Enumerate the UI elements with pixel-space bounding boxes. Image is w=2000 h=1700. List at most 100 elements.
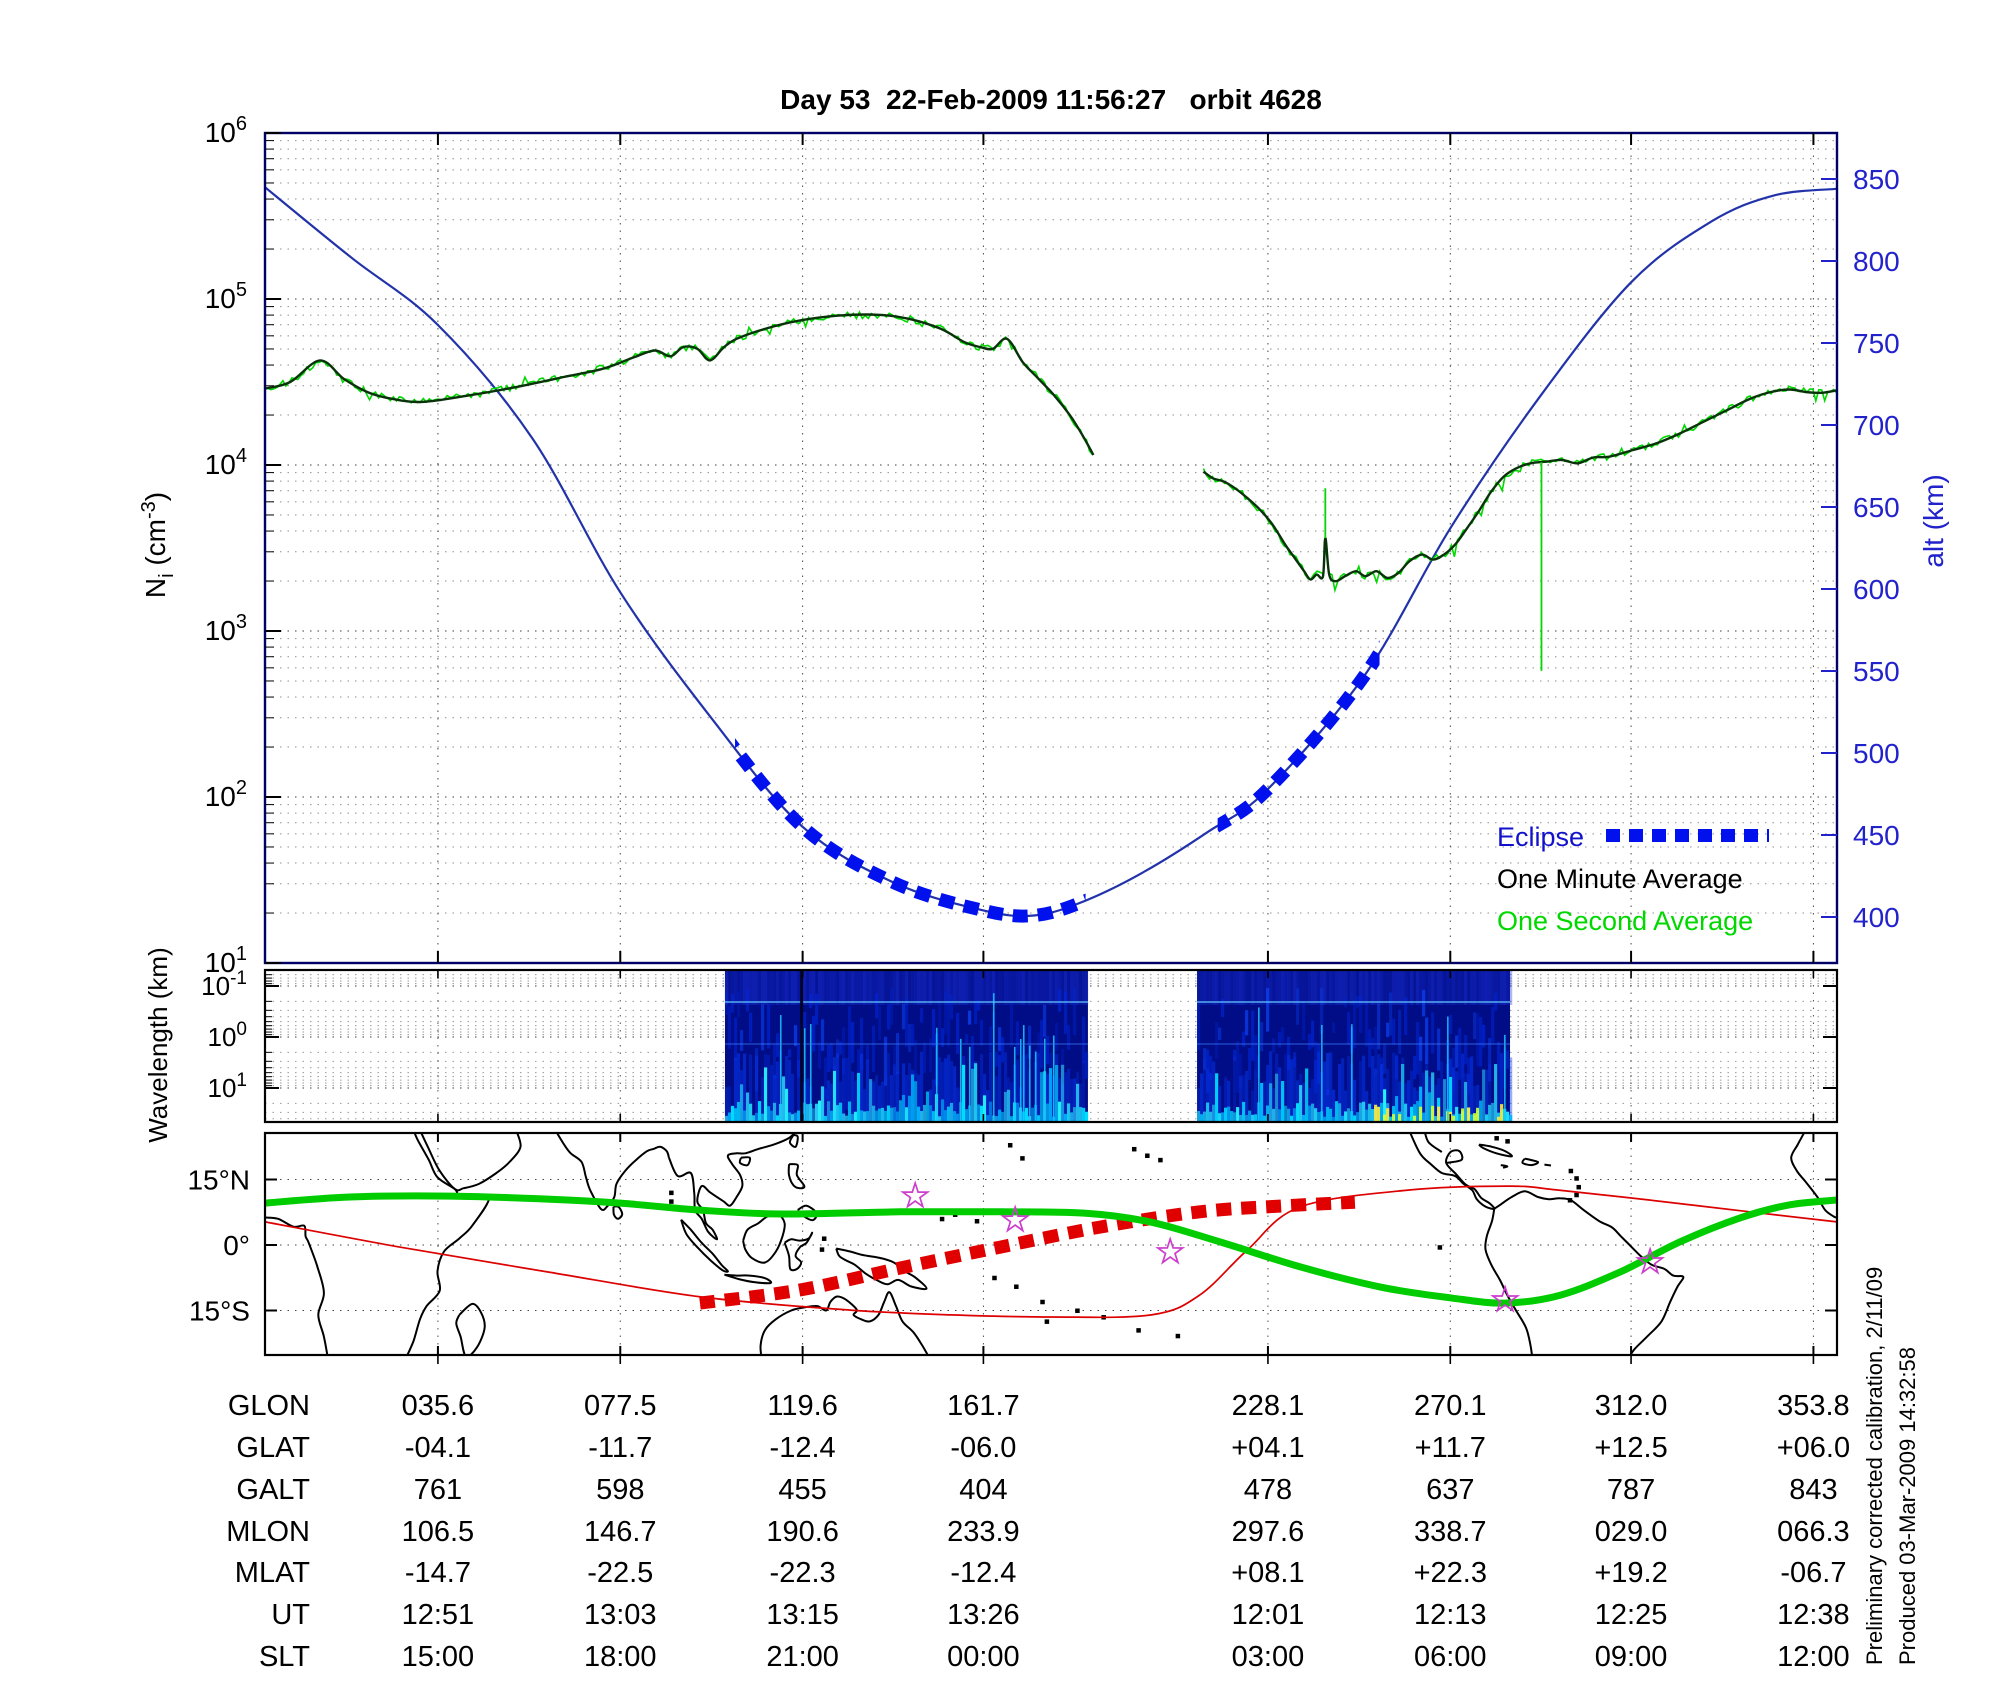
table-row-label: GLON — [227, 1390, 310, 1422]
coastline — [1478, 1143, 1513, 1158]
table-value-glat-1: -11.7 — [588, 1432, 653, 1464]
svg-text:550: 550 — [1853, 656, 1900, 687]
table-value-glon-2: 119.6 — [767, 1390, 838, 1422]
table-value-mlon-4: 297.6 — [1231, 1516, 1305, 1548]
legend-eclipse-dash-swatch — [1606, 829, 1769, 842]
wavelength-panel: 10-1 100 101 — [201, 968, 1839, 1124]
table-value-glat-0: -04.1 — [404, 1432, 471, 1464]
table-value-glat-4: +04.1 — [1231, 1432, 1305, 1464]
density-seg2-one-second — [1202, 385, 1837, 594]
magnetic-equator-line — [265, 1185, 1837, 1319]
table-row-label: SLT — [258, 1641, 310, 1673]
coastline — [742, 1213, 786, 1264]
main-curves — [265, 186, 1837, 923]
table-value-mlat-4: +08.1 — [1231, 1557, 1305, 1589]
legend-one-second: One Second Average — [1497, 906, 1754, 936]
table-value-mlon-2: 190.6 — [766, 1516, 839, 1548]
svg-text:102: 102 — [205, 777, 247, 812]
coastline — [759, 1291, 929, 1355]
table-value-slt-2: 21:00 — [766, 1641, 839, 1673]
table-value-ut-2: 13:15 — [766, 1599, 839, 1631]
coastline — [1521, 1157, 1540, 1167]
coastline — [265, 1216, 329, 1355]
table-value-mlat-7: -06.7 — [1780, 1557, 1847, 1589]
table-value-glon-5: 270.1 — [1413, 1390, 1487, 1422]
table-value-glat-6: +12.5 — [1594, 1432, 1668, 1464]
coastline — [406, 1133, 491, 1355]
svg-text:15°N: 15°N — [187, 1165, 250, 1196]
table-value-slt-5: 06:00 — [1413, 1641, 1487, 1673]
table-value-mlon-7: 066.3 — [1777, 1516, 1850, 1548]
coastline — [667, 1133, 796, 1241]
density-seg1-one-minute — [265, 313, 1095, 456]
table-row-label: UT — [271, 1599, 310, 1631]
altitude-axis-label: alt (km) — [1918, 474, 1949, 568]
svg-text:103: 103 — [205, 611, 247, 646]
table-value-mlon-5: 338.7 — [1413, 1516, 1487, 1548]
coastline — [783, 1231, 814, 1272]
svg-text:101: 101 — [208, 1070, 248, 1103]
table-value-slt-1: 18:00 — [583, 1641, 657, 1673]
table-value-ut-5: 12:13 — [1413, 1599, 1487, 1631]
map-panel: 15°N 0° 15°S — [187, 1131, 1839, 1364]
coastline — [680, 1219, 729, 1273]
coastline — [555, 1133, 670, 1211]
table-value-ut-0: 12:51 — [401, 1599, 475, 1631]
table-value-mlon-0: 106.5 — [401, 1516, 475, 1548]
svg-text:0°: 0° — [223, 1230, 250, 1261]
table-value-slt-0: 15:00 — [401, 1641, 475, 1673]
svg-text:400: 400 — [1853, 902, 1900, 933]
coastline — [1790, 1133, 1837, 1219]
table-value-slt-7: 12:00 — [1777, 1641, 1850, 1673]
spectrogram-blocks — [724, 971, 1513, 1121]
svg-text:600: 600 — [1853, 574, 1900, 605]
table-value-galt-4: 478 — [1243, 1474, 1293, 1506]
table-value-mlon-1: 146.7 — [583, 1516, 657, 1548]
coastline — [1409, 1133, 1496, 1210]
coastline — [1484, 1208, 1533, 1355]
coastline — [724, 1273, 773, 1285]
star-marker — [1000, 1204, 1031, 1233]
wavelength-axis-label: Wavelength (km) — [143, 947, 173, 1143]
table-value-slt-4: 03:00 — [1231, 1641, 1305, 1673]
table-value-glat-5: +11.7 — [1414, 1432, 1486, 1464]
coastline — [1424, 1133, 1443, 1153]
table-value-ut-6: 12:25 — [1594, 1599, 1668, 1631]
svg-text:15°S: 15°S — [189, 1295, 250, 1326]
coastline — [1493, 1190, 1685, 1355]
svg-text:750: 750 — [1853, 328, 1900, 359]
svg-text:105: 105 — [205, 279, 247, 314]
table-value-glat-7: +06.0 — [1776, 1432, 1851, 1464]
eclipse-ground-track — [699, 1195, 1356, 1310]
table-value-glon-1: 077.5 — [583, 1390, 657, 1422]
table-value-ut-1: 13:03 — [583, 1599, 657, 1631]
table-value-galt-2: 455 — [778, 1474, 827, 1506]
table-value-glat-3: -06.0 — [950, 1432, 1017, 1464]
coastline — [738, 1156, 752, 1167]
table-row-label: GLAT — [236, 1432, 310, 1464]
svg-text:650: 650 — [1853, 492, 1900, 523]
coastline — [420, 1133, 522, 1192]
density-seg2-one-minute — [1202, 388, 1837, 583]
legend-eclipse: Eclipse — [1497, 822, 1585, 852]
table-value-ut-3: 13:26 — [947, 1599, 1020, 1631]
table-value-galt-3: 404 — [959, 1474, 1008, 1506]
table-value-galt-5: 637 — [1426, 1474, 1475, 1506]
star-marker — [1155, 1236, 1186, 1265]
altitude-curve — [265, 186, 1837, 918]
table-value-mlon-6: 029.0 — [1594, 1516, 1668, 1548]
svg-text:10-1: 10-1 — [201, 968, 247, 1001]
svg-text:500: 500 — [1853, 738, 1900, 769]
svg-text:700: 700 — [1853, 410, 1900, 441]
table-row-label: MLON — [226, 1516, 310, 1548]
table-value-glon-3: 161.7 — [947, 1390, 1020, 1422]
table-value-mlat-2: -22.3 — [769, 1557, 836, 1589]
legend-one-minute: One Minute Average — [1497, 864, 1743, 894]
table-value-glat-2: -12.4 — [769, 1432, 836, 1464]
table-value-glon-6: 312.0 — [1594, 1390, 1668, 1422]
coastline — [835, 1247, 928, 1291]
svg-text:850: 850 — [1853, 164, 1900, 195]
table-value-galt-6: 787 — [1606, 1474, 1656, 1506]
star-marker — [1490, 1284, 1521, 1313]
